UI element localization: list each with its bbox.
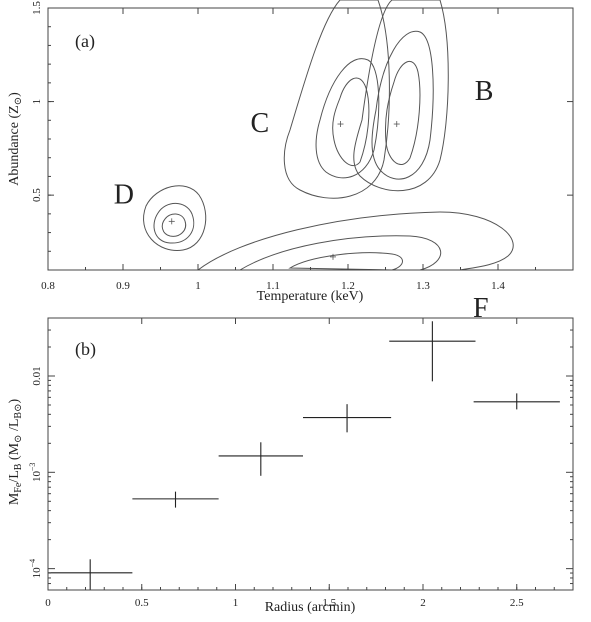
y-tick-label-b: 0.01 [31,366,43,385]
region-labels: D C B F [114,76,494,324]
x-axis-label-a: Temperature (keV) [257,289,364,304]
panel-a: D C B F 0.8 0.9 1 1.1 1.2 1.3 1.4 0.5 1 1.5 (a) Tem… [7,0,574,324]
x-tick-label-b: 2.5 [510,597,524,609]
x-tick-label-a: 1 [195,280,201,292]
y-axis-ticks-a: 0.5 1 1.5 [31,1,573,252]
contour-b-middle [371,30,434,180]
contour-c-middle [315,58,380,179]
x-tick-label-b: 2 [420,597,426,609]
panel-tag-b: (b) [75,339,96,360]
y-label-b-m: M [7,492,22,505]
y-tick-label-a: 0.5 [31,188,43,202]
y-axis-label-b: MFe/LB (M⊙ /LB⊙) [7,399,24,506]
y-label-b-bsun: B⊙ [13,404,24,419]
data-point [218,442,303,476]
y-axis-label-a: Abundance (Z⊙) [7,92,24,186]
y-tick-label-b: 10−3 [28,463,43,483]
y-label-b-mid: /L [7,419,22,435]
data-point [303,404,392,433]
contour-c-inner [332,77,370,167]
y-label-b-slash: /L [7,470,22,482]
x-tick-label-b: 0.5 [135,597,149,609]
plot-frame-b [47,317,574,591]
x-tick-label-a: 1.2 [341,280,355,292]
x-axis-label-b: Radius (arcmin) [265,600,356,615]
x-tick-label-b: 1 [233,597,239,609]
contour-f-outer [196,211,514,271]
svg-text:MFe/LB (M⊙ /LB⊙): MFe/LB (M⊙ /LB⊙) [7,399,24,506]
svg-text:Abundance (Z⊙): Abundance (Z⊙) [7,92,24,186]
y-label-b-close: ) [7,399,22,404]
panel-b: 0 0.5 1 1.5 2 2.5 10−4 10−3 0.01 (b) Radius (ar… [7,317,574,615]
contour-d-outer [143,185,207,251]
contour-d-middle [153,202,195,244]
contour-c-outer [283,0,390,199]
data-point [389,321,476,382]
region-label-c: C [251,108,270,139]
x-tick-label-a: 0.9 [116,280,130,292]
y-tick-label-a: 1.5 [31,1,43,15]
data-points-b [48,321,560,590]
x-tick-label-b: 0 [45,597,51,609]
plot-frame-a [47,7,574,271]
y-tick-label-a: 1 [31,99,43,105]
x-tick-label-b: 1.5 [322,597,336,609]
x-tick-label-a: 1.3 [416,280,430,292]
contours [143,0,514,271]
best-fit-markers [168,121,400,260]
x-tick-label-a: 0.8 [41,280,55,292]
x-axis-ticks-b: 0 0.5 1 1.5 2 2.5 [45,318,555,609]
y-axis-ticks-b: 10−4 10−3 0.01 [28,317,573,591]
x-tick-label-a: 1.4 [491,280,505,292]
y-label-b-sun: ⊙ [13,435,24,443]
contour-f-inner [288,252,403,271]
region-label-f: F [473,293,489,324]
data-point [473,393,560,410]
panel-tag-a: (a) [75,31,95,52]
data-point [48,559,133,590]
y-label-b-fe: Fe [13,482,24,493]
data-point [132,491,219,508]
contour-b-outer [353,0,449,192]
y-axis-label-a-main: Abundance (Z [7,105,22,185]
x-axis-ticks-a: 0.8 0.9 1 1.1 1.2 1.3 1.4 [41,8,536,292]
contour-d-inner [161,213,187,237]
y-label-b-open: (M [7,442,22,463]
region-label-d: D [114,179,134,210]
contour-f-middle [238,235,441,271]
y-tick-label-b: 10−4 [28,559,43,579]
x-tick-label-a: 1.1 [266,280,280,292]
y-axis-label-a-sun: ⊙ [13,97,24,105]
region-label-b: B [475,76,494,107]
contour-b-inner [385,60,421,165]
y-label-b-b: B [13,463,24,470]
y-axis-label-a-end: ) [7,92,22,97]
